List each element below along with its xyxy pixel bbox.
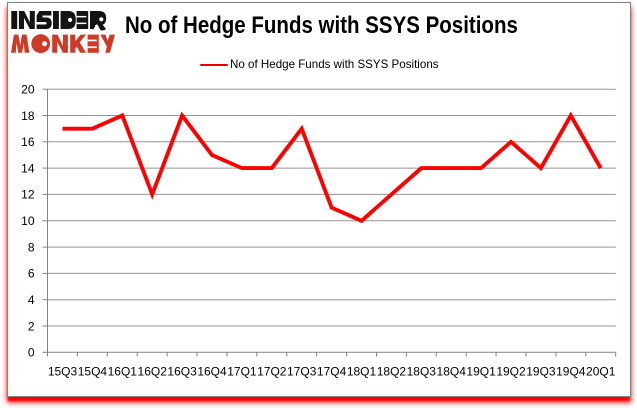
svg-text:16: 16 [21,135,35,149]
svg-text:4: 4 [28,293,35,307]
svg-text:15Q4: 15Q4 [78,365,108,379]
svg-text:19Q1: 19Q1 [466,365,496,379]
svg-text:10: 10 [21,214,35,228]
svg-text:17Q2: 17Q2 [257,365,287,379]
svg-text:18Q2: 18Q2 [377,365,407,379]
svg-text:20Q1: 20Q1 [586,365,616,379]
svg-text:20: 20 [21,83,35,97]
svg-text:19Q3: 19Q3 [526,365,556,379]
svg-text:16Q2: 16Q2 [138,365,168,379]
svg-text:0: 0 [28,346,35,360]
svg-text:16Q1: 16Q1 [108,365,138,379]
svg-text:19Q2: 19Q2 [496,365,526,379]
svg-text:12: 12 [21,188,35,202]
svg-text:18Q4: 18Q4 [437,365,467,379]
svg-text:8: 8 [28,240,35,254]
svg-text:15Q3: 15Q3 [48,365,78,379]
svg-text:16Q4: 16Q4 [197,365,227,379]
svg-text:2: 2 [28,319,35,333]
svg-text:14: 14 [21,161,35,175]
svg-text:19Q4: 19Q4 [556,365,586,379]
svg-text:16Q3: 16Q3 [167,365,197,379]
svg-text:6: 6 [28,267,35,281]
svg-text:17Q1: 17Q1 [227,365,257,379]
svg-text:18Q3: 18Q3 [407,365,437,379]
svg-text:18: 18 [21,109,35,123]
svg-text:17Q4: 17Q4 [317,365,347,379]
svg-text:18Q1: 18Q1 [347,365,377,379]
svg-text:17Q3: 17Q3 [287,365,317,379]
